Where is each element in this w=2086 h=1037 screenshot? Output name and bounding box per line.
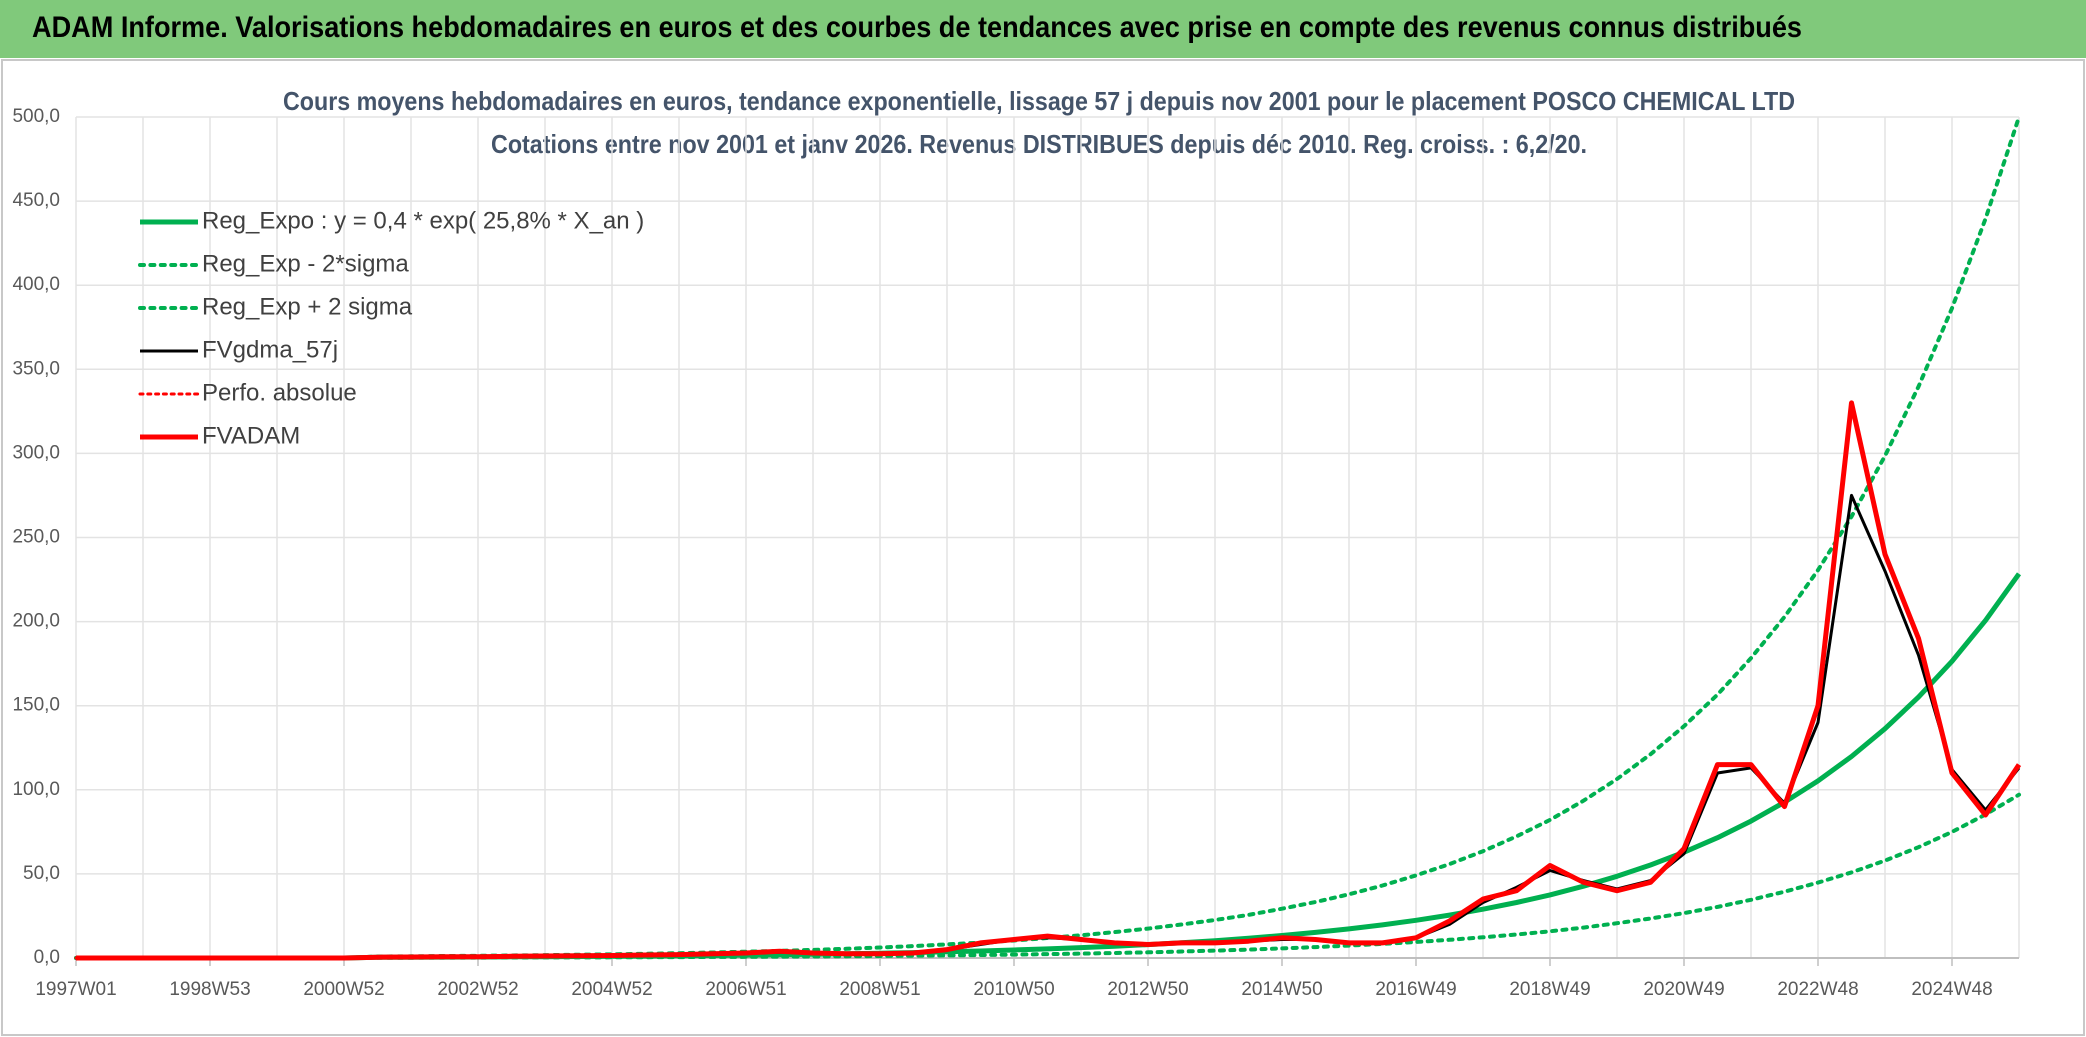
x-tick-label: 2006W51 <box>705 979 786 1000</box>
x-tick-label: 2002W52 <box>437 979 518 1000</box>
x-tick-label: 2004W52 <box>571 979 652 1000</box>
x-tick-label: 1997W01 <box>35 979 116 1000</box>
legend-label: Reg_Exp + 2 sigma <box>202 293 413 320</box>
x-tick-label: 1998W53 <box>169 979 250 1000</box>
legend-label: FVADAM <box>202 422 300 449</box>
x-tick-label: 2024W48 <box>1911 979 1992 1000</box>
y-tick-label: 450,0 <box>12 190 60 211</box>
x-tick-label: 2018W49 <box>1509 979 1590 1000</box>
legend-label: Perfo. absolue <box>202 379 357 406</box>
y-tick-label: 500,0 <box>12 106 60 127</box>
y-tick-label: 200,0 <box>12 611 60 632</box>
chart-frame <box>1 59 2085 1036</box>
y-tick-label: 150,0 <box>12 695 60 716</box>
legend-label: Reg_Exp - 2*sigma <box>202 250 409 277</box>
y-tick-label: 400,0 <box>12 274 60 295</box>
x-tick-label: 2010W50 <box>973 979 1054 1000</box>
chart-subtitle: Cotations entre nov 2001 et janv 2026. R… <box>491 129 1587 159</box>
y-tick-label: 300,0 <box>12 442 60 463</box>
header-bar <box>0 0 2086 58</box>
x-tick-label: 2008W51 <box>839 979 920 1000</box>
header-title: ADAM Informe. Valorisations hebdomadaire… <box>32 11 1802 44</box>
y-tick-label: 100,0 <box>12 779 60 800</box>
chart-title: Cours moyens hebdomadaires en euros, ten… <box>283 86 1795 116</box>
legend-label: FVgdma_57j <box>202 336 338 363</box>
x-tick-label: 2022W48 <box>1777 979 1858 1000</box>
y-tick-label: 0,0 <box>34 947 60 968</box>
x-tick-label: 2020W49 <box>1643 979 1724 1000</box>
x-tick-label: 2014W50 <box>1241 979 1322 1000</box>
x-tick-label: 2012W50 <box>1107 979 1188 1000</box>
y-tick-label: 250,0 <box>12 527 60 548</box>
y-tick-label: 50,0 <box>23 863 60 884</box>
y-tick-label: 350,0 <box>12 358 60 379</box>
series-line <box>76 400 2022 961</box>
x-tick-label: 2016W49 <box>1375 979 1456 1000</box>
legend-label: Reg_Expo : y = 0,4 * exp( 25,8% * X_an ) <box>202 207 644 234</box>
x-tick-label: 2000W52 <box>303 979 384 1000</box>
